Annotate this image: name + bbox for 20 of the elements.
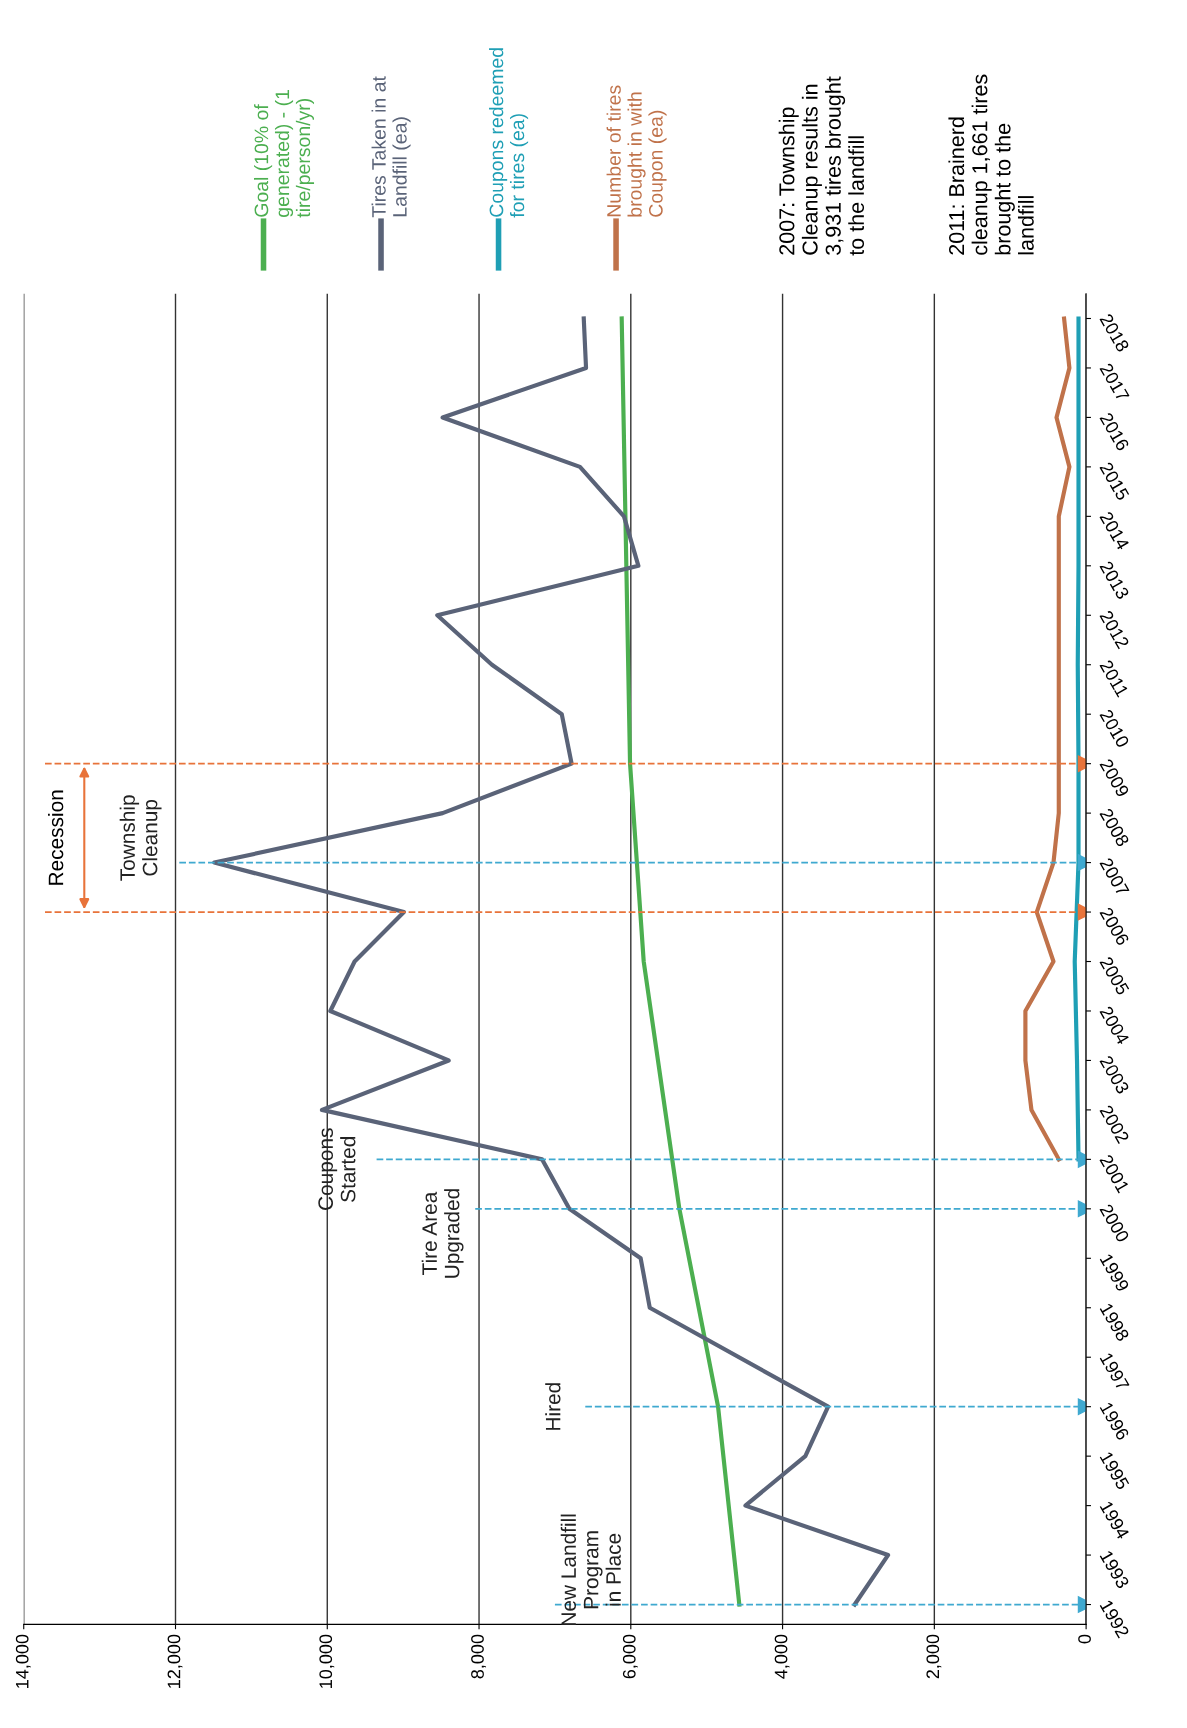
x-tick-label: 8,000	[471, 1634, 487, 1679]
x-tick-label: 0	[1078, 1634, 1091, 1644]
ref-line-label: Hired	[545, 1383, 561, 1430]
annotation: Recession	[48, 790, 64, 885]
ref-line-label: New Landfill Program in Place	[560, 1514, 621, 1625]
x-tick-label: 12,000	[167, 1634, 183, 1688]
ref-line-label: Tire Area Upgraded	[421, 1189, 464, 1278]
text: Number of tires brought in with Coupon (ea)	[606, 85, 667, 217]
text: 2007: Township Cleanup results in 3,931 tires brought to the landfill	[778, 76, 865, 256]
x-tick-label: 10,000	[319, 1634, 335, 1688]
ref-line-label: Coupons Started	[318, 1128, 356, 1210]
x-tick-label: 4,000	[774, 1634, 790, 1679]
x-tick-label: 14,000	[15, 1634, 31, 1688]
text: 2011: Brainerd cleanup 1,661 tires brought to the landfill	[948, 74, 1034, 255]
x-tick-label: 2,000	[926, 1634, 942, 1679]
text: Coupons redeemed for tires (ea)	[489, 48, 529, 218]
text: Tires Taken in at Landfill (ea)	[371, 76, 411, 218]
text: Goal (10% of generated) - (1 tire/person/yr)	[254, 90, 315, 218]
ref-line-label: Township Cleanup	[119, 795, 162, 881]
x-tick-label: 6,000	[622, 1634, 638, 1679]
